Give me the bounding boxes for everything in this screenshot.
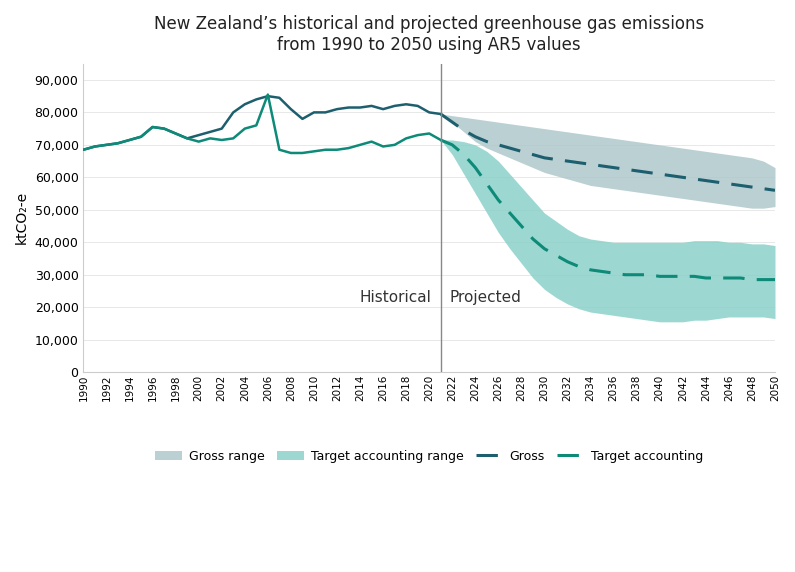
Text: Projected: Projected bbox=[450, 290, 522, 305]
Y-axis label: ktCO₂-e: ktCO₂-e bbox=[15, 192, 29, 244]
Text: Historical: Historical bbox=[359, 290, 432, 305]
Title: New Zealand’s historical and projected greenhouse gas emissions
from 1990 to 205: New Zealand’s historical and projected g… bbox=[154, 15, 704, 54]
Legend: Gross range, Target accounting range, Gross, Target accounting: Gross range, Target accounting range, Gr… bbox=[150, 444, 708, 468]
